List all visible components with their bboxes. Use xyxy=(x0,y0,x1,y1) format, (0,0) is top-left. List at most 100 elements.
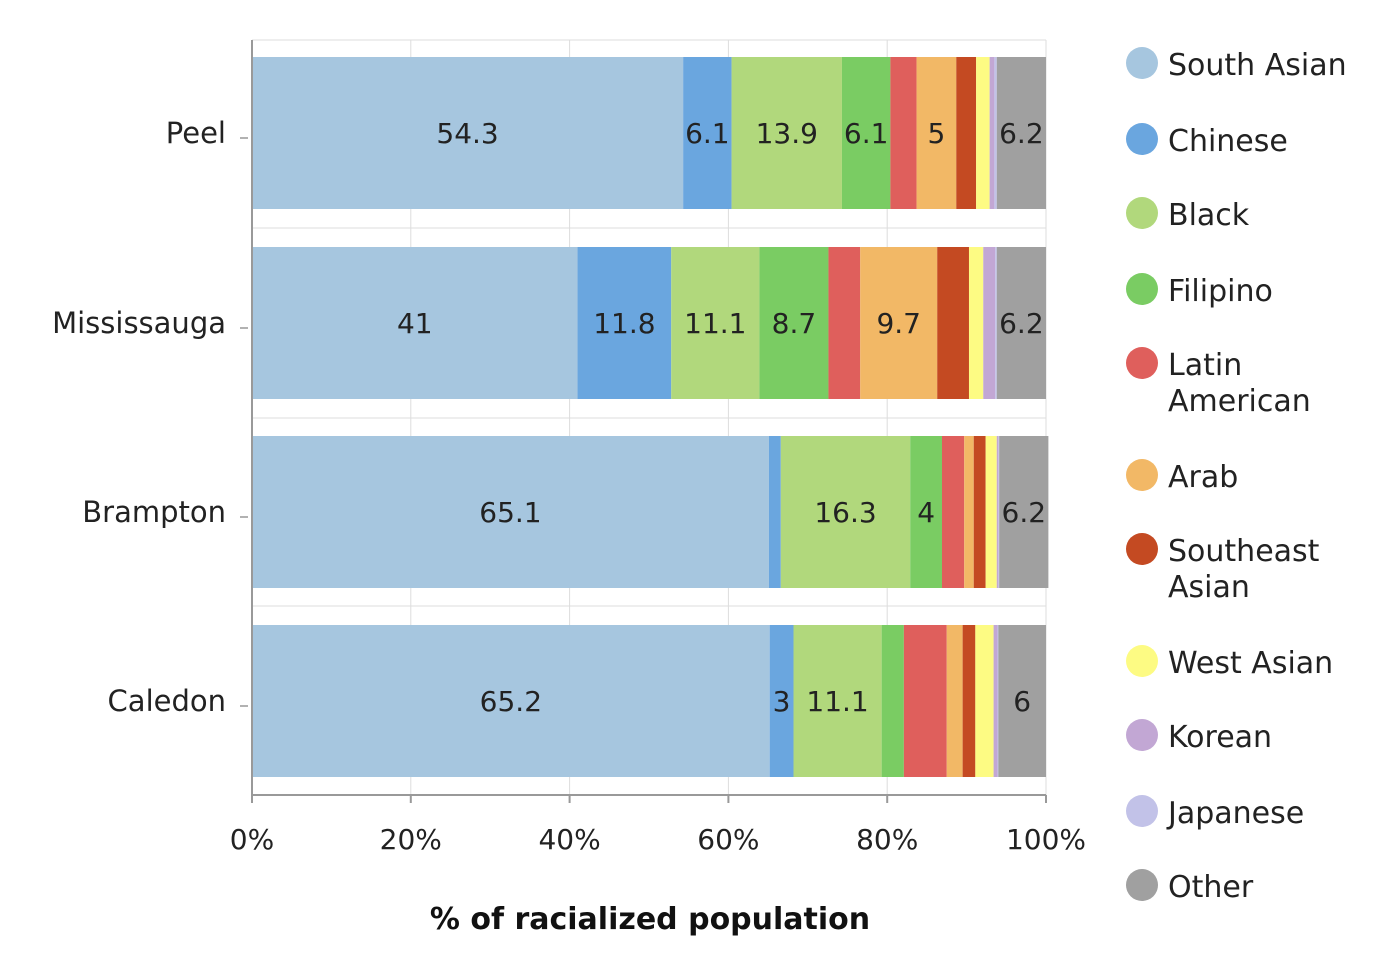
bar-caledon-korean xyxy=(993,625,998,777)
bar-peel-west-asian xyxy=(976,57,990,209)
bar-brampton-latin-american xyxy=(941,436,965,588)
legend-item-latin-american: Latin American xyxy=(1126,347,1311,419)
legend-item-filipino: Filipino xyxy=(1126,273,1273,309)
bar-peel-black xyxy=(731,57,842,209)
x-tick-label-2: 40% xyxy=(538,823,600,856)
bar-mississauga-black xyxy=(671,247,760,399)
data-label-mississauga-black: 11.1 xyxy=(684,307,746,340)
bar-mississauga-latin-american xyxy=(828,247,861,399)
bar-peel-arab xyxy=(916,57,957,209)
legend-label-korean: Korean xyxy=(1168,720,1272,755)
bar-caledon-west-asian xyxy=(975,625,994,777)
bar-caledon-latin-american xyxy=(903,625,947,777)
legend-item-korean: Korean xyxy=(1126,719,1272,755)
bar-caledon-southeast-asian xyxy=(962,625,976,777)
data-label-mississauga-chinese: 11.8 xyxy=(593,307,655,340)
legend-label-black: Black xyxy=(1168,198,1250,233)
x-tick-labels-group: 0% 20% 40% 60% 80% 100% xyxy=(230,823,1086,856)
x-tick-label-3: 60% xyxy=(697,823,759,856)
bar-mississauga-other xyxy=(996,247,1046,399)
legend-label-southeast-asian: Southeast Asian xyxy=(1168,534,1320,605)
legend-swatch-black xyxy=(1126,197,1158,229)
bar-brampton-west-asian xyxy=(985,436,997,588)
bar-brampton-south-asian xyxy=(252,436,769,588)
bar-caledon-japanese xyxy=(997,625,999,777)
x-tick-label-4: 80% xyxy=(856,823,918,856)
bar-brampton-korean xyxy=(996,436,999,588)
bar-peel-filipino xyxy=(841,57,891,209)
legend-label-south-asian: South Asian xyxy=(1168,48,1347,83)
data-label-caledon-black: 11.1 xyxy=(806,685,868,718)
legend-swatch-korean xyxy=(1126,719,1158,751)
data-label-brampton-south-asian: 65.1 xyxy=(479,496,541,529)
bar-peel-latin-american xyxy=(890,57,917,209)
bar-brampton-other xyxy=(999,436,1049,588)
bar-peel-chinese xyxy=(683,57,732,209)
bar-brampton-southeast-asian xyxy=(973,436,986,588)
legend-item-other: Other xyxy=(1126,869,1254,905)
x-axis-title: % of racialized population xyxy=(430,902,870,937)
data-label-peel-other: 6.2 xyxy=(999,117,1044,150)
data-label-peel-filipino: 6.1 xyxy=(844,117,889,150)
legend-swatch-other xyxy=(1126,869,1158,901)
bar-mississauga-korean xyxy=(983,247,996,399)
legend-swatch-south-asian xyxy=(1126,47,1158,79)
legend-item-west-asian: West Asian xyxy=(1126,645,1333,681)
data-label-brampton-black: 16.3 xyxy=(814,496,876,529)
axes-group xyxy=(251,40,1047,803)
bar-caledon-south-asian xyxy=(252,625,770,777)
legend-label-japanese: Japanese xyxy=(1166,796,1304,831)
legend-swatch-chinese xyxy=(1126,123,1158,155)
legend-label-other: Other xyxy=(1168,870,1254,905)
bar-brampton-japanese xyxy=(998,436,1000,588)
bar-mississauga-west-asian xyxy=(968,247,984,399)
data-label-brampton-other: 6.2 xyxy=(1002,496,1047,529)
legend-item-southeast-asian: Southeast Asian xyxy=(1126,533,1320,605)
data-label-caledon-other: 6 xyxy=(1013,685,1031,718)
data-label-mississauga-south-asian: 41 xyxy=(397,307,433,340)
data-label-mississauga-other: 6.2 xyxy=(999,307,1044,340)
bar-caledon-chinese xyxy=(769,625,794,777)
legend-label-west-asian: West Asian xyxy=(1168,646,1333,681)
bar-caledon-arab xyxy=(946,625,963,777)
bar-brampton-arab xyxy=(964,436,974,588)
bars-group xyxy=(252,57,1049,777)
data-label-caledon-chinese: 3 xyxy=(773,685,791,718)
legend-label-latin-american: Latin American xyxy=(1168,348,1311,419)
data-label-brampton-filipino: 4 xyxy=(917,496,935,529)
bar-mississauga-filipino xyxy=(759,247,829,399)
legend-item-japanese: Japanese xyxy=(1126,795,1304,831)
bar-brampton-black xyxy=(780,436,911,588)
bar-mississauga-japanese xyxy=(995,247,997,399)
bar-mississauga-south-asian xyxy=(252,247,578,399)
legend-item-south-asian: South Asian xyxy=(1126,47,1347,83)
legend: South Asian Chinese Black Filipino Latin Amer… xyxy=(1126,47,1347,905)
category-label-mississauga: Mississauga xyxy=(52,306,226,340)
legend-label-arab: Arab xyxy=(1168,460,1238,495)
data-label-mississauga-filipino: 8.7 xyxy=(772,307,817,340)
bar-caledon-other xyxy=(998,625,1046,777)
legend-item-arab: Arab xyxy=(1126,459,1238,495)
legend-item-chinese: Chinese xyxy=(1126,123,1288,159)
data-label-peel-south-asian: 54.3 xyxy=(436,117,498,150)
bar-peel-japanese xyxy=(994,57,997,209)
category-labels-group: Peel Mississauga Brampton Caledon xyxy=(52,116,248,718)
bar-mississauga-southeast-asian xyxy=(937,247,969,399)
category-label-caledon: Caledon xyxy=(108,684,226,718)
data-label-mississauga-arab: 9.7 xyxy=(876,307,921,340)
bar-peel-southeast-asian xyxy=(956,57,977,209)
bar-mississauga-chinese xyxy=(577,247,672,399)
bar-peel-other xyxy=(996,57,1046,209)
x-tick-label-0: 0% xyxy=(230,823,274,856)
x-tick-label-5: 100% xyxy=(1006,823,1086,856)
legend-swatch-latin-american xyxy=(1126,347,1158,379)
bar-brampton-filipino xyxy=(910,436,942,588)
data-label-peel-chinese: 6.1 xyxy=(685,117,730,150)
legend-swatch-southeast-asian xyxy=(1126,533,1158,565)
data-label-peel-arab: 5 xyxy=(928,117,946,150)
bar-caledon-black xyxy=(793,625,882,777)
data-label-peel-black: 13.9 xyxy=(756,117,818,150)
data-label-caledon-south-asian: 65.2 xyxy=(480,685,542,718)
legend-swatch-filipino xyxy=(1126,273,1158,305)
